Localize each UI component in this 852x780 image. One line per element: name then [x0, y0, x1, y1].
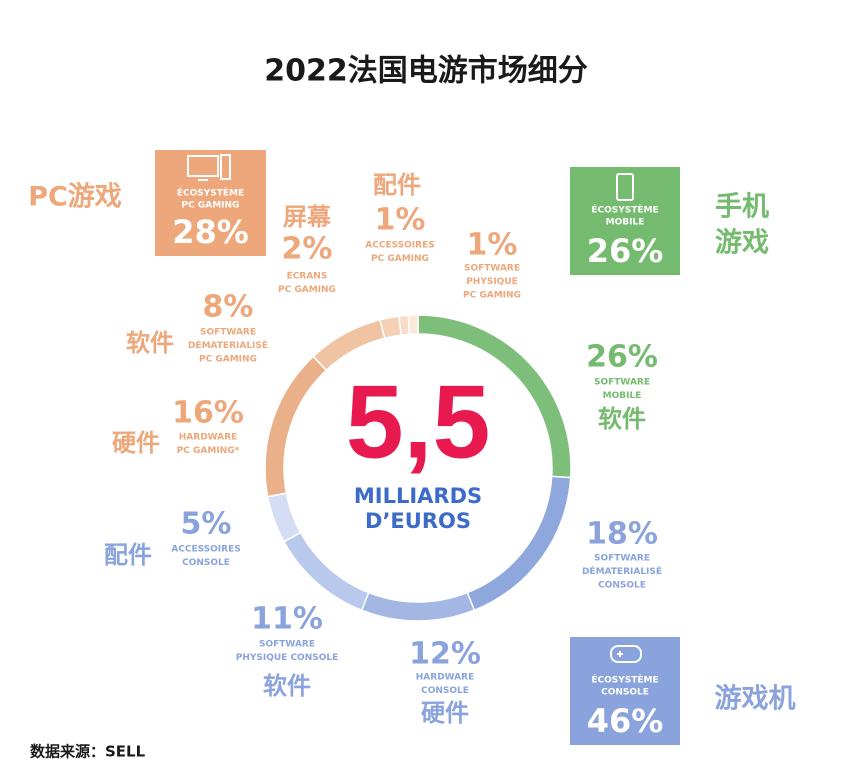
segment-name: SOFTWARE	[464, 264, 520, 274]
segment-cn: 软件	[598, 405, 646, 433]
segment-cn: 屏幕	[283, 203, 332, 231]
segment-name: HARDWARE	[179, 433, 237, 443]
ecosystem-box	[570, 167, 680, 275]
segment-cn: 软件	[126, 329, 174, 357]
donut-segment	[407, 314, 419, 336]
center-label: D’EUROS	[365, 509, 471, 533]
segment-name: CONSOLE	[421, 686, 469, 696]
donut-segment	[266, 492, 302, 543]
ecosystem-value: 28%	[172, 213, 249, 251]
segment-name: PC GAMING*	[177, 446, 240, 456]
donut-segment	[282, 531, 370, 612]
ecosystem-name: PC GAMING	[182, 201, 240, 211]
donut-segment	[360, 591, 476, 622]
segment-value: 11%	[251, 602, 323, 637]
segment-value: 12%	[409, 637, 481, 672]
ecosystem-value: 26%	[587, 232, 664, 270]
segment-name: MOBILE	[603, 391, 642, 401]
segment-name: PC GAMING	[371, 254, 429, 264]
ecosystem-name: MOBILE	[606, 218, 645, 228]
segment-name: PC GAMING	[278, 285, 336, 295]
segment-name: ACCESSOIRES	[171, 545, 240, 555]
segment-cn: 硬件	[112, 429, 160, 457]
segment-cn: 配件	[373, 171, 421, 199]
segment-name: CONSOLE	[182, 558, 230, 568]
segment-value: 2%	[282, 232, 333, 267]
ecosystem-cn: PC游戏	[28, 182, 122, 213]
center-label: MILLIARDS	[354, 484, 482, 508]
segment-name: PC GAMING	[463, 291, 521, 301]
ecosystem-value: 46%	[587, 702, 664, 740]
donut-segment	[264, 355, 328, 498]
segment-name: CONSOLE	[598, 581, 646, 591]
segment-value: 1%	[467, 228, 518, 263]
ecosystem-name: ÉCOSYSTÈME	[591, 204, 658, 216]
segment-name: PHYSIQUE	[466, 277, 518, 287]
ecosystem-cn: 游戏	[715, 228, 769, 259]
segment-name: SOFTWARE	[259, 640, 315, 650]
segment-name: ÉCRANS	[287, 270, 328, 282]
donut-segment	[379, 315, 403, 340]
ecosystem-box	[155, 150, 266, 256]
segment-value: 18%	[586, 517, 658, 552]
source: 数据来源：SELL	[30, 743, 146, 761]
segment-cn: 硬件	[421, 699, 469, 727]
icon-pc	[187, 154, 231, 181]
segment-name: DÉMATERIALISÉ	[582, 565, 662, 577]
segment-value: 16%	[172, 396, 244, 431]
icon-phone	[616, 173, 634, 201]
segment-name: HARDWARE	[416, 673, 474, 683]
donut-segment	[466, 475, 572, 612]
ecosystem-name: ÉCOSYSTÈME	[591, 674, 658, 686]
segment-cn: 配件	[104, 541, 152, 569]
segment-name: ACCESSOIRES	[365, 241, 434, 251]
ecosystem-name: ÉCOSYSTÈME	[177, 187, 244, 199]
ecosystem-name: CONSOLE	[601, 688, 649, 698]
ecosystem-cn: 游戏机	[715, 684, 796, 715]
segment-name: SOFTWARE	[200, 328, 256, 338]
segment-value: 5%	[181, 507, 232, 542]
segment-name: PHYSIQUE CONSOLE	[236, 653, 339, 663]
segment-cn: 软件	[263, 672, 311, 700]
ecosystem-box	[570, 637, 680, 745]
segment-name: SOFTWARE	[594, 378, 650, 388]
center-value: 5,5	[346, 364, 491, 480]
chart-title: 2022法国电游市场细分	[264, 54, 588, 89]
donut-segment	[312, 318, 386, 372]
icon-gamepad	[610, 645, 642, 663]
segment-name: SOFTWARE	[594, 554, 650, 564]
segment-value: 26%	[586, 340, 658, 375]
segment-value: 8%	[203, 290, 254, 325]
segment-name: PC GAMING	[199, 355, 257, 365]
segment-value: 1%	[375, 203, 426, 238]
segment-name: DÉMATERIALISÉ	[188, 339, 268, 351]
ecosystem-cn: 手机	[715, 192, 769, 223]
